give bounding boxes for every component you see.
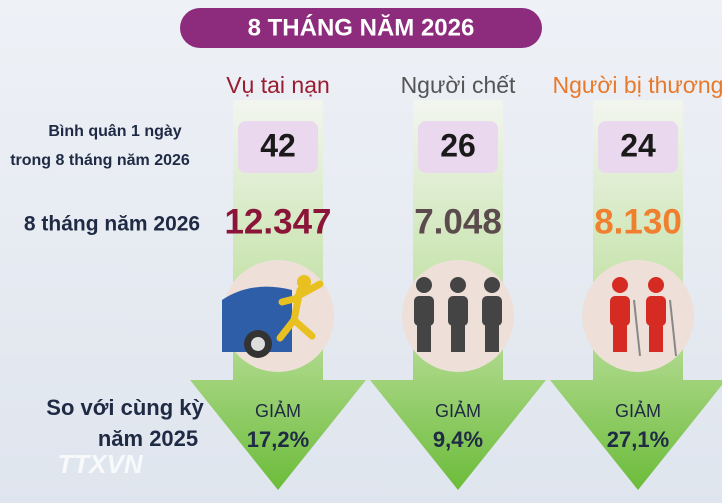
row-label: Bình quân 1 ngày <box>48 123 181 140</box>
daily-value: 26 <box>440 127 476 163</box>
person-legs <box>613 324 627 352</box>
person-body <box>448 296 468 326</box>
person-head <box>484 277 500 293</box>
wheel-hub <box>251 337 265 351</box>
row-label: 8 tháng năm 2026 <box>24 213 200 236</box>
row-label: năm 2025 <box>98 426 198 451</box>
person-head <box>297 275 311 289</box>
title: 8 THÁNG NĂM 2026 <box>248 13 475 41</box>
person-legs <box>417 324 431 352</box>
person-head <box>416 277 432 293</box>
crutch <box>669 299 677 357</box>
change-value: 9,4% <box>433 427 483 452</box>
person-legs <box>451 324 465 352</box>
crutch <box>633 299 641 357</box>
person-body <box>646 296 666 326</box>
column-header: Người bị thương <box>553 72 722 98</box>
total-value: 7.048 <box>414 202 502 241</box>
change-label: GIẢM <box>435 400 481 421</box>
change-value: 27,1% <box>607 427 669 452</box>
person-body <box>414 296 434 326</box>
person-head <box>450 277 466 293</box>
person-body <box>482 296 502 326</box>
person-legs <box>649 324 663 352</box>
car-icon <box>222 286 292 352</box>
value-box <box>238 121 318 173</box>
column-header: Vụ tai nạn <box>226 72 330 98</box>
total-value: 8.130 <box>594 202 682 241</box>
watermark: TTXVN <box>57 449 143 479</box>
change-label: GIẢM <box>615 400 661 421</box>
person-legs <box>485 324 499 352</box>
daily-value: 24 <box>620 127 656 163</box>
change-label: GIẢM <box>255 400 301 421</box>
row-label: trong 8 tháng năm 2026 <box>10 152 190 169</box>
total-value: 12.347 <box>224 202 331 241</box>
row-label: So với cùng kỳ <box>46 395 204 420</box>
person-body <box>276 280 324 342</box>
icon-circle <box>582 260 694 372</box>
person-head <box>648 277 664 293</box>
person-head <box>612 277 628 293</box>
person-body <box>610 296 630 326</box>
change-value: 17,2% <box>247 427 309 452</box>
column-header: Người chết <box>401 72 516 98</box>
daily-value: 42 <box>260 127 296 163</box>
value-box <box>418 121 498 173</box>
title-pill <box>180 8 542 48</box>
value-box <box>598 121 678 173</box>
